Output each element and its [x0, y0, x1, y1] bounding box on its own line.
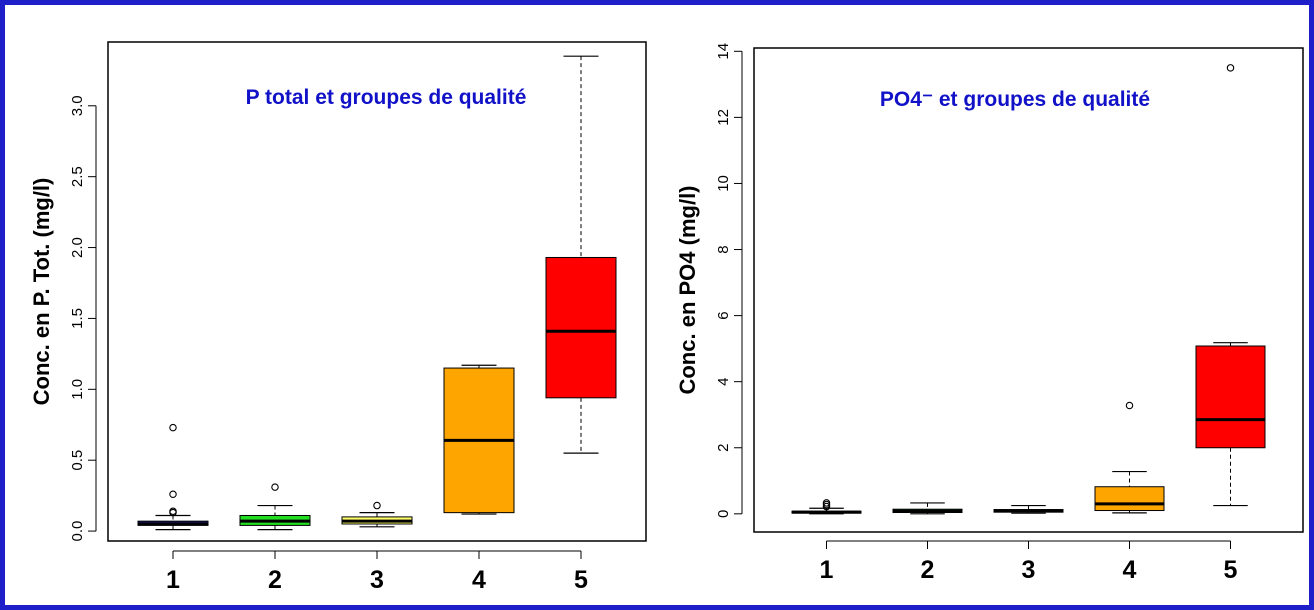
x-tick-label: 2: [268, 566, 282, 594]
y-tick-label: 0: [715, 510, 732, 518]
x-axis: 1 2 3 4 5: [166, 550, 588, 594]
box-2: [892, 502, 963, 515]
x-tick-label: 3: [1022, 556, 1036, 584]
y-axis-label: Conc. en P. Tot. (mg/l): [29, 178, 54, 406]
outlier-point: [1125, 401, 1134, 410]
y-axis-label: Conc. en PO4 (mg/l): [675, 185, 700, 394]
y-tick-label: 3.0: [69, 95, 86, 116]
y-tick-label: 12: [715, 109, 732, 126]
y-tick-label: 14: [715, 43, 732, 60]
x-tick-label: 5: [1224, 556, 1238, 584]
outlier-point: [169, 507, 177, 515]
y-tick-label: 2: [715, 444, 732, 452]
box-body: [1094, 486, 1165, 512]
box-1: [791, 499, 862, 515]
x-tick-label: 1: [166, 566, 180, 594]
box-body: [545, 256, 617, 399]
chart-title: P total et groupes de qualité: [246, 86, 527, 109]
outlier-point: [1226, 64, 1235, 72]
plot-area-frame: [753, 47, 1304, 533]
boxplot-series: [137, 55, 617, 531]
chart-title: PO4⁻ et groupes de qualité: [880, 88, 1150, 111]
outlier-point: [373, 501, 381, 510]
y-tick-label: 1.0: [69, 379, 86, 400]
y-tick-label: 1.5: [69, 308, 86, 329]
box-4: [443, 364, 515, 515]
box-1: [137, 423, 209, 531]
box-2: [239, 483, 311, 531]
x-axis: 1 2 3 4 5: [820, 540, 1238, 584]
box-3: [341, 501, 413, 528]
y-axis: 0.0 0.5 1.0 1.5 2.0 2.5 3.0: [69, 95, 97, 542]
box-3: [993, 504, 1064, 514]
outlier-point: [169, 490, 177, 498]
x-tick-label: 5: [574, 566, 588, 594]
outlier-point: [822, 499, 831, 507]
outlier-point: [169, 423, 177, 432]
y-tick-label: 10: [715, 175, 732, 192]
outlier-point: [271, 483, 279, 491]
box-4: [1094, 401, 1165, 514]
y-tick-label: 0.5: [69, 450, 86, 471]
x-tick-label: 4: [472, 566, 486, 594]
y-tick-label: 2.5: [69, 166, 86, 187]
y-tick-label: 4: [715, 378, 732, 386]
box-5: [545, 55, 617, 454]
y-tick-label: 6: [715, 311, 732, 319]
plot-area-frame: [107, 41, 647, 542]
p-total-boxplot-chart: 0.0 0.5 1.0 1.5 2.0 2.5 3.0 1 2 3 4 5 P total et g…: [29, 41, 647, 594]
y-tick-label: 8: [715, 245, 732, 253]
x-tick-label: 1: [820, 556, 834, 584]
x-tick-label: 2: [921, 556, 935, 584]
outlier-point: [822, 502, 831, 511]
box-body: [1195, 345, 1266, 449]
x-tick-label: 4: [1123, 556, 1137, 584]
y-tick-label: 2.0: [69, 237, 86, 258]
y-tick-label: 0.0: [69, 521, 86, 542]
x-tick-label: 3: [370, 566, 384, 594]
y-axis: 0 2 4 6 8 10 12 14: [715, 43, 743, 518]
box-5: [1195, 64, 1266, 507]
boxplot-series: [791, 64, 1266, 515]
